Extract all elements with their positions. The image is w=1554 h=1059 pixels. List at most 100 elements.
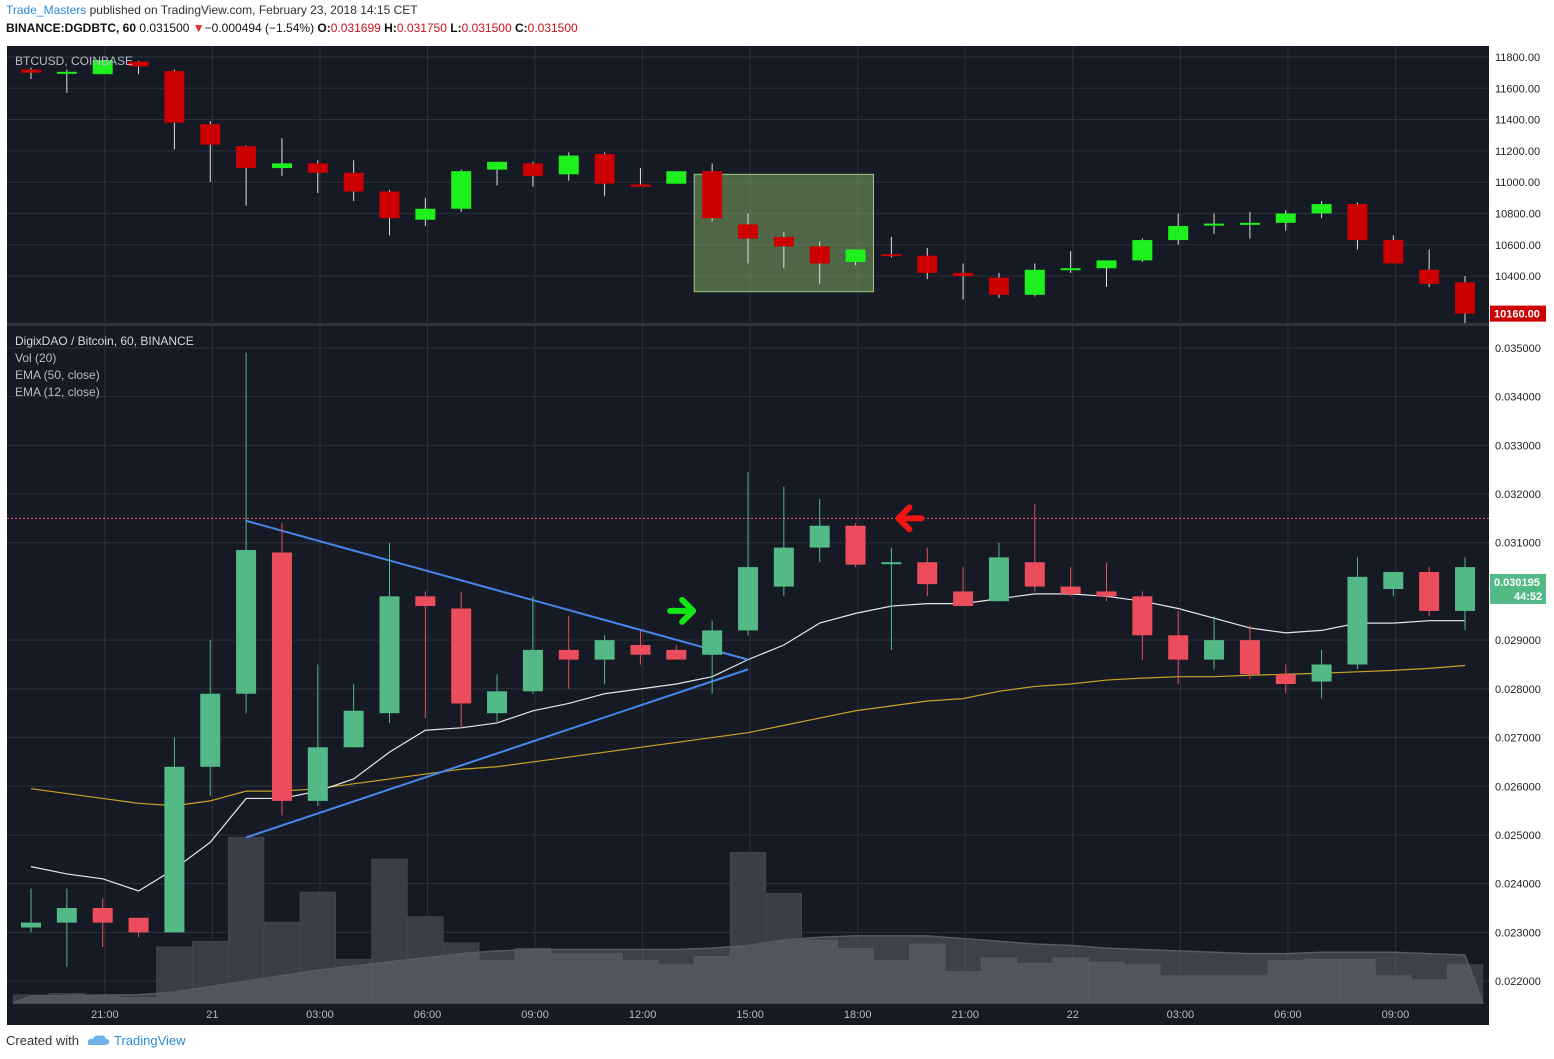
buy-arrow-icon [667, 596, 697, 625]
trendline-upper [245, 519, 749, 661]
footer: Created with TradingView [6, 1033, 186, 1048]
footer-brand-link[interactable]: TradingView [114, 1033, 186, 1048]
volume-bar [1446, 964, 1484, 1004]
dgd-candle-body [1311, 664, 1332, 682]
dgd-candle-body [1347, 576, 1368, 665]
volume-bar [1124, 964, 1161, 1004]
volume-bar [1375, 975, 1412, 1004]
dgd-candle-body [522, 649, 543, 692]
time-tick-label: 21 [206, 1009, 218, 1021]
btc-candle-body [1024, 269, 1045, 295]
dgd-candle-body [379, 596, 400, 714]
dgd-candle-body [1455, 567, 1475, 611]
dgd-price-tick: 0.033000 [1495, 440, 1541, 452]
time-tick-label: 06:00 [1274, 1009, 1302, 1021]
dgd-candle-body [738, 567, 758, 631]
btc-last-price-label: 10160.00 [1494, 309, 1540, 321]
btc-candle-body [630, 184, 651, 187]
dgd-candle-body [1275, 674, 1296, 684]
ema12-indicator-label: EMA (12, close) [15, 385, 100, 399]
volume-bar [909, 943, 946, 1004]
btc-price-tick: 10400.00 [1495, 271, 1541, 283]
dgd-price-tick: 0.027000 [1495, 733, 1541, 745]
btc-candle-body [702, 171, 723, 219]
time-tick-label: 15:00 [736, 1009, 764, 1021]
dgd-candle-body [666, 649, 687, 660]
dgd-price-tick: 0.029000 [1495, 635, 1541, 647]
time-axis-bg [7, 1003, 1489, 1025]
volume-bar [693, 956, 731, 1004]
dgd-candle-body [881, 562, 902, 565]
volume-bar [371, 858, 408, 1004]
dgd-price-tick: 0.031000 [1495, 538, 1541, 550]
dgd-price-tick: 0.026000 [1495, 781, 1541, 793]
volume-bar [299, 891, 336, 1004]
volume-bar [873, 960, 910, 1004]
open-label: O: [317, 21, 331, 35]
ema12-line [30, 593, 1465, 892]
btc-candle-body [1096, 260, 1117, 269]
volume-bar [980, 957, 1018, 1004]
dgd-candle-body [594, 640, 615, 660]
dgd-price-tick: 0.035000 [1495, 343, 1541, 355]
time-tick-label: 22 [1067, 1009, 1079, 1021]
author-link[interactable]: Trade_Masters [6, 3, 87, 17]
low-value: 0.031500 [461, 21, 512, 35]
dgd-candle-body [1024, 562, 1045, 587]
volume-bar [1267, 960, 1304, 1004]
btc-candle-body [236, 146, 257, 169]
volume-bar [586, 953, 623, 1004]
sell-arrow-icon [895, 504, 925, 533]
dgd-pane-title: DigixDAO / Bitcoin, 60, BINANCE [15, 334, 194, 348]
publish-text: published on TradingView.com, February 2… [89, 3, 418, 17]
btc-candle-body [666, 171, 687, 184]
btc-candle-body [1311, 204, 1332, 214]
volume-bar [1088, 961, 1125, 1004]
time-tick-label: 21:00 [91, 1009, 119, 1021]
btc-candle-body [164, 71, 185, 123]
dgd-candle-body [630, 645, 651, 655]
volume-ma-area [12, 935, 1485, 1004]
volume-bar [1195, 975, 1233, 1004]
dgd-last-price-bg [1490, 573, 1546, 604]
btc-candle-body [128, 61, 149, 67]
btc-price-tick: 11200.00 [1495, 146, 1540, 158]
btc-last-price-bg [1490, 305, 1546, 322]
dgd-candle-body [343, 710, 364, 748]
btc-candle-body [1060, 268, 1081, 271]
btc-candle-body [271, 163, 292, 169]
btc-candle-body [594, 153, 615, 184]
dgd-candle-body [21, 922, 41, 928]
btc-candle-body [1455, 282, 1475, 314]
dgd-candle-body [845, 525, 866, 565]
btc-candle-body [809, 246, 830, 264]
volume-bar [801, 939, 838, 1004]
dgd-candle-body [451, 608, 472, 704]
dgd-candle-body [56, 908, 77, 923]
dgd-candle-body [236, 550, 257, 694]
close-value: 0.031500 [527, 21, 578, 35]
time-tick-label: 06:00 [414, 1009, 442, 1021]
dgd-candle-body [1132, 596, 1153, 636]
dgd-bar-countdown: 44:52 [1514, 591, 1542, 603]
dgd-candle-body [1060, 586, 1081, 594]
btc-candle-body [1383, 240, 1404, 264]
trendline-lower [245, 668, 749, 839]
btc-candle-body [451, 171, 472, 209]
btc-candle-body [1239, 222, 1260, 225]
dgd-candle-body [200, 693, 221, 767]
high-value: 0.031750 [396, 21, 447, 35]
low-label: L: [450, 21, 462, 35]
btc-candle-body [917, 255, 938, 273]
volume-bar [514, 947, 552, 1004]
volume-bar [550, 953, 587, 1004]
btc-candle-body [379, 191, 400, 219]
btc-price-tick: 11600.00 [1495, 83, 1540, 95]
btc-candle-body [307, 163, 328, 173]
btc-candle-body [200, 124, 221, 145]
btc-candle-body [415, 208, 436, 220]
dgd-price-tick: 0.022000 [1495, 976, 1541, 988]
dgd-candle-body [92, 908, 113, 923]
dgd-price-tick: 0.028000 [1495, 684, 1541, 696]
